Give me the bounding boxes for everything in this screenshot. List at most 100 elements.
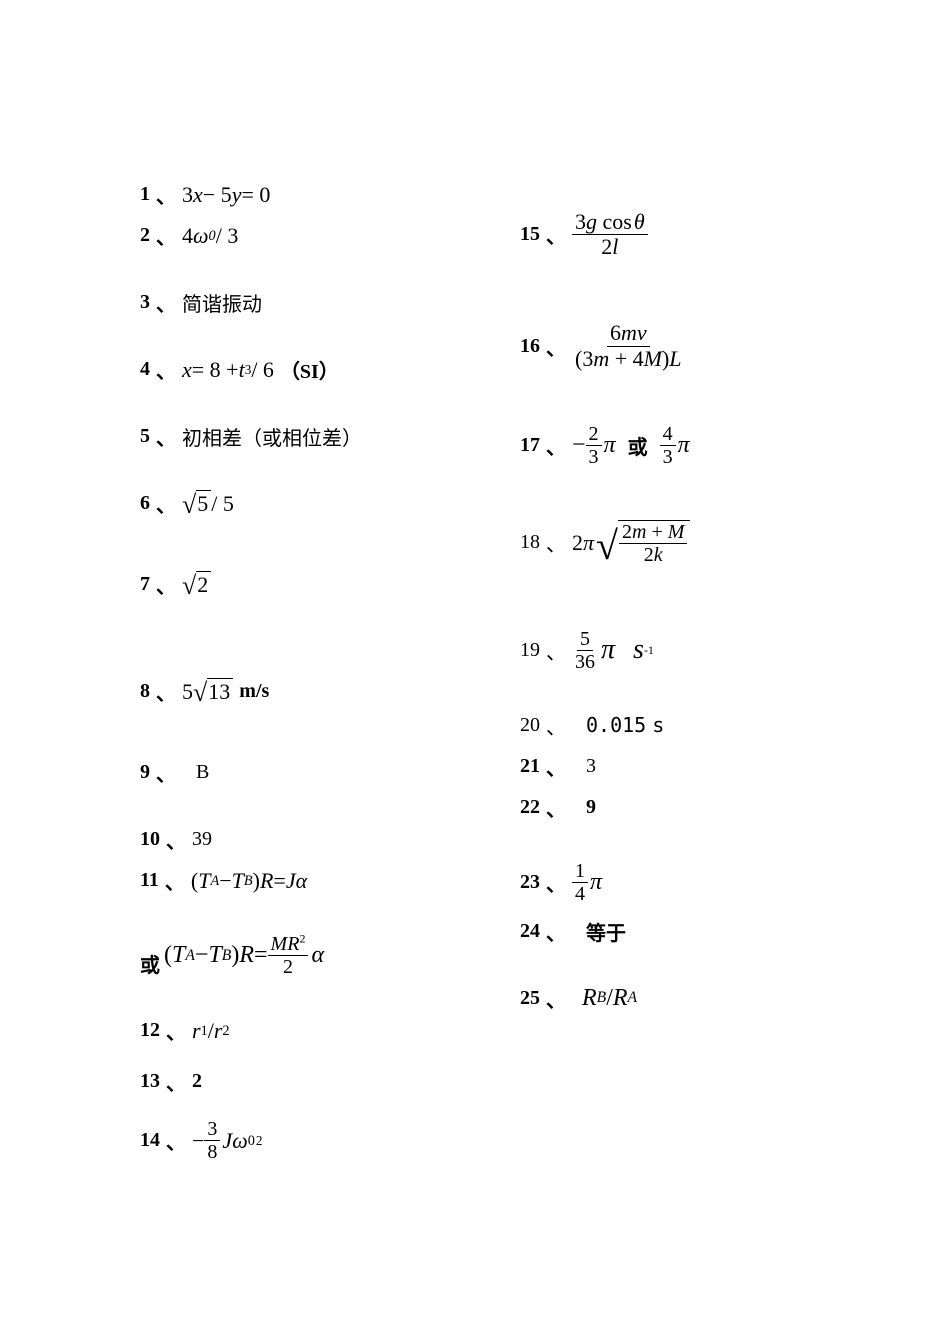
item-number: 16 [520,335,540,358]
sqrt: √ 2m + M 2k [596,520,690,566]
sqrt: √ 5 [182,490,211,517]
separator: 、 [546,431,566,460]
item-number: 17 [520,434,540,457]
item-20: 20 、 0.015 s [520,711,820,740]
item-number: 5 [140,425,150,448]
or-label: 或 [140,949,160,978]
item-16: 16 、 6mv (3m + 4M)L [520,321,820,370]
item-number: 15 [520,223,540,246]
answer-text: 9 [586,796,596,819]
expression: 2 π √ 2m + M 2k [572,520,690,566]
equation: x = 8 + t3 / 6 [182,357,274,383]
separator: 、 [156,677,176,706]
item-11: 11 、 ( TA − TB ) R = J α [140,866,520,895]
item-number: 18 [520,531,540,554]
fraction: 2m + M 2k [619,521,687,566]
separator: 、 [165,866,185,895]
expression: − 3 8 J ω02 [192,1118,262,1163]
two-column-layout: 1 、 3 x − 5 y = 0 2 、 4 ω0 / 3 3 、 简谐振动 … [140,180,820,1175]
separator: 、 [156,221,176,250]
equation: ( TA − TB ) R = MR2 2 α [164,933,324,978]
item-number: 24 [520,920,540,943]
answer-text: 3 [586,755,596,778]
item-number: 6 [140,492,150,515]
item-number: 7 [140,573,150,596]
item-number: 8 [140,680,150,703]
expression: 5 36 π s-1 [572,628,654,673]
fraction: 1 4 [572,860,588,905]
separator: 、 [156,180,176,209]
item-25: 25 、 RB / RA [520,984,820,1013]
fraction: 4 3 [660,423,676,468]
answer-text: 等于 [586,917,626,946]
unit-sec: s [652,713,664,737]
separator: 、 [166,825,186,854]
expression: 3g cosθ 2l [572,210,648,259]
expression: r1 / r2 [192,1018,230,1044]
item-1: 1 、 3 x − 5 y = 0 [140,180,520,209]
separator: 、 [546,636,566,665]
fraction: 2 3 [586,423,602,468]
item-19: 19 、 5 36 π s-1 [520,628,820,673]
item-number: 19 [520,639,540,662]
item-4: 4 、 x = 8 + t3 / 6 （SI） [140,355,520,384]
separator: 、 [546,868,566,897]
item-number: 12 [140,1019,160,1042]
item-number: 25 [520,987,540,1010]
answer-text: 2 [192,1070,202,1093]
separator: 、 [156,570,176,599]
item-12: 12 、 r1 / r2 [140,1016,520,1045]
unit-s: s [633,634,644,666]
separator: 、 [166,1067,186,1096]
separator: 、 [546,984,566,1013]
item-18: 18 、 2 π √ 2m + M 2k [520,520,820,566]
equation: 3 x − 5 y = 0 [182,182,270,208]
right-column: 15 、 3g cosθ 2l 16 、 6mv (3m + 4M)L [520,180,820,1175]
item-17: 17 、 − 2 3 π 或 4 3 π [520,423,820,468]
fraction: 3 8 [204,1118,220,1163]
item-10: 10 、 39 [140,825,520,854]
item-number: 21 [520,755,540,778]
fraction: MR2 2 [268,933,309,978]
expression: 4 ω0 / 3 [182,223,238,249]
item-15: 15 、 3g cosθ 2l [520,210,820,259]
item-5: 5 、 初相差（或相位差） [140,422,520,451]
answer-text: B [196,761,209,784]
answer-text: 初相差（或相位差） [182,422,362,451]
si-label: （SI） [280,355,339,384]
item-number: 14 [140,1129,160,1152]
separator: 、 [546,752,566,781]
item-number: 9 [140,761,150,784]
item-2: 2 、 4 ω0 / 3 [140,221,520,250]
item-number: 4 [140,358,150,381]
expression: √ 2 [182,571,211,598]
separator: 、 [156,422,176,451]
item-7: 7 、 √ 2 [140,570,520,599]
item-9: 9 、 B [140,758,520,787]
item-number: 22 [520,796,540,819]
item-11-alt: 或 ( TA − TB ) R = MR2 2 α [140,933,520,978]
item-number: 1 [140,183,150,206]
separator: 、 [546,528,566,557]
separator: 、 [166,1126,186,1155]
answer-sheet: 1 、 3 x − 5 y = 0 2 、 4 ω0 / 3 3 、 简谐振动 … [140,180,820,1175]
item-8: 8 、 5 √ 13 m/s [140,677,520,706]
item-14: 14 、 − 3 8 J ω02 [140,1118,520,1163]
item-number: 23 [520,871,540,894]
separator: 、 [156,758,176,787]
expression: RB / RA [582,985,637,1012]
sqrt: √ 2 [182,571,211,598]
expression: 1 4 π [572,860,602,905]
separator: 、 [546,917,566,946]
answer-text: 0.015 [586,713,646,737]
separator: 、 [546,793,566,822]
item-number: 11 [140,869,159,892]
expression: 5 √ 13 [182,678,233,705]
separator: 、 [156,489,176,518]
fraction: 3g cosθ 2l [572,210,648,259]
item-22: 22 、 9 [520,793,820,822]
item-number: 20 [520,714,540,737]
item-3: 3 、 简谐振动 [140,288,520,317]
fraction: 5 36 [572,628,598,673]
item-number: 3 [140,291,150,314]
